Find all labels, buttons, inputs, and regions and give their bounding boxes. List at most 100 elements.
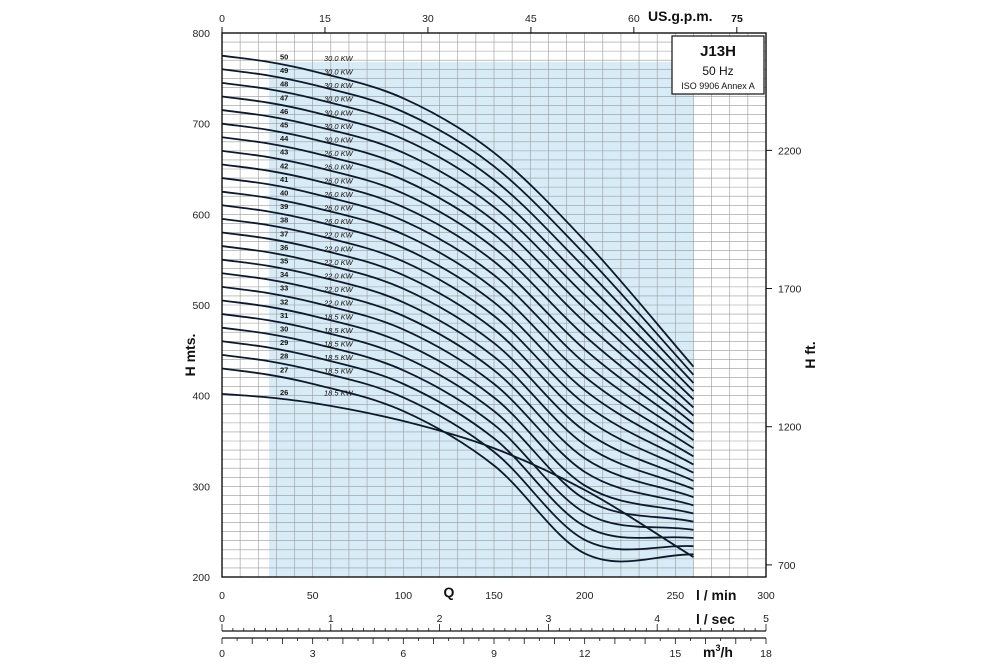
x-tick-label: 250 — [667, 590, 685, 602]
curve-stage-30 — [222, 326, 694, 531]
gpm-tick-75: 75 — [731, 13, 743, 25]
curve-stage-34 — [222, 272, 694, 499]
curve-stage-33 — [222, 285, 694, 507]
lsec-tick-label: 2 — [437, 613, 443, 625]
m3h-tick-label: 6 — [400, 648, 406, 660]
power-label-28: 18.5 KW — [324, 353, 354, 362]
power-label-41: 26.0 KW — [323, 176, 354, 185]
stage-label-28: 28 — [280, 352, 288, 361]
power-label-26: 18.5 KW — [324, 389, 354, 398]
ft-tick-label: 2200 — [778, 145, 802, 157]
m3h-tick-label: 0 — [219, 648, 225, 660]
power-label-39: 26.0 KW — [323, 204, 354, 213]
stage-label-49: 49 — [280, 66, 288, 75]
x-axis-title: Q — [444, 584, 455, 600]
title-box — [671, 35, 765, 95]
lsec-tick-label: 5 — [763, 613, 769, 625]
y-axis-title: H mts. — [182, 334, 198, 377]
stage-label-33: 33 — [280, 284, 288, 293]
lsec-tick-label: 4 — [654, 613, 660, 625]
m3h-tick-label: 12 — [579, 648, 591, 660]
power-label-45: 30.0 KW — [324, 122, 354, 131]
power-label-44: 30.0 KW — [324, 136, 354, 145]
y-tick-label: 500 — [192, 300, 210, 312]
curve-stage-29 — [222, 340, 694, 539]
lsec-tick-label: 0 — [219, 613, 225, 625]
stage-label-42: 42 — [280, 161, 288, 170]
ft-tick-label: 700 — [778, 560, 796, 572]
m3h-axis-unit: m3/h — [703, 643, 733, 660]
curve-stage-28 — [222, 353, 694, 551]
power-label-29: 18.5 KW — [324, 340, 354, 349]
x-axis-unit: l / min — [696, 587, 736, 603]
curve-stage-39 — [222, 204, 694, 458]
y-tick-label: 800 — [192, 28, 210, 40]
stage-label-31: 31 — [280, 311, 288, 320]
stage-label-44: 44 — [280, 134, 289, 143]
plot-frame — [221, 32, 767, 578]
curve-stage-42 — [222, 163, 695, 433]
y2-axis-title: H ft. — [802, 341, 818, 368]
x-tick-label: 150 — [485, 590, 503, 602]
stage-label-46: 46 — [280, 107, 288, 116]
power-label-32: 22.0 KW — [323, 299, 354, 308]
x-tick-label: 200 — [576, 590, 594, 602]
curve-stage-45 — [222, 122, 695, 409]
curve-stage-49 — [222, 68, 695, 376]
curve-stage-32 — [222, 299, 694, 515]
curve-stage-48 — [222, 81, 695, 384]
curve-stage-41 — [222, 177, 694, 441]
gpm-axis-title: US.g.p.m. — [648, 8, 713, 24]
power-label-36: 22.0 KW — [323, 244, 354, 253]
power-label-50: 30.0 KW — [324, 54, 354, 63]
power-label-40: 26.0 KW — [323, 190, 354, 199]
stage-label-43: 43 — [280, 148, 288, 157]
power-label-34: 22.0 KW — [323, 272, 354, 281]
power-label-49: 30.0 KW — [324, 68, 354, 77]
gpm-tick-label: 30 — [422, 13, 434, 25]
stage-label-45: 45 — [280, 121, 288, 130]
lsec-axis-unit: l / sec — [696, 611, 735, 627]
power-label-31: 18.5 KW — [324, 312, 354, 321]
curve-stage-26 — [222, 392, 694, 558]
y-tick-label: 600 — [192, 209, 210, 221]
y-tick-label: 200 — [192, 572, 210, 584]
curve-stage-50 — [222, 54, 695, 368]
x-tick-label: 300 — [757, 590, 775, 602]
curve-stage-31 — [222, 313, 694, 523]
stage-label-35: 35 — [280, 257, 288, 266]
stage-label-48: 48 — [280, 80, 288, 89]
y-tick-label: 700 — [192, 119, 210, 131]
power-label-46: 30.0 KW — [324, 108, 354, 117]
m3h-tick-label: 18 — [760, 648, 772, 660]
curve-labels: 50 30.0 KW 49 30.0 KW 48 30.0 KW 47 30.0 KW 46 30… — [280, 53, 354, 398]
x-tick-label: 100 — [395, 590, 413, 602]
curve-stage-35 — [222, 258, 694, 490]
m3h-tick-label: 9 — [491, 648, 497, 660]
x-tick-label: 50 — [307, 590, 319, 602]
stage-label-29: 29 — [280, 338, 288, 347]
curve-stage-40 — [222, 190, 694, 450]
curve-stage-27 — [222, 367, 694, 563]
m3h-tick-label: 3 — [310, 648, 316, 660]
chart-title: J13H — [700, 43, 736, 60]
ft-tick-label: 1200 — [778, 422, 802, 434]
lsec-tick-label: 3 — [545, 613, 551, 625]
stage-label-47: 47 — [280, 93, 288, 102]
stage-label-40: 40 — [280, 189, 288, 198]
stage-label-39: 39 — [280, 202, 288, 211]
curve-stage-43 — [222, 149, 695, 425]
m3h-tick-label: 15 — [669, 648, 681, 660]
stage-label-37: 37 — [280, 229, 288, 238]
power-label-42: 26.0 KW — [323, 163, 354, 172]
curve-stage-46 — [222, 109, 695, 400]
power-label-35: 22.0 KW — [323, 258, 354, 267]
grid — [222, 33, 766, 577]
power-label-27: 18.5 KW — [324, 367, 354, 376]
frequency-label: 50 Hz — [702, 64, 733, 78]
y-tick-label: 300 — [192, 481, 210, 493]
stage-label-26: 26 — [280, 388, 288, 397]
stage-label-36: 36 — [280, 243, 288, 252]
